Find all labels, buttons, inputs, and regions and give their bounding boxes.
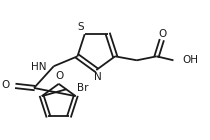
Text: S: S [77,22,84,32]
Text: O: O [158,29,167,39]
Text: HN: HN [31,62,47,72]
Text: O: O [1,80,9,90]
Text: O: O [56,71,64,81]
Text: Br: Br [77,83,89,93]
Text: N: N [94,72,102,82]
Text: OH: OH [182,55,198,65]
